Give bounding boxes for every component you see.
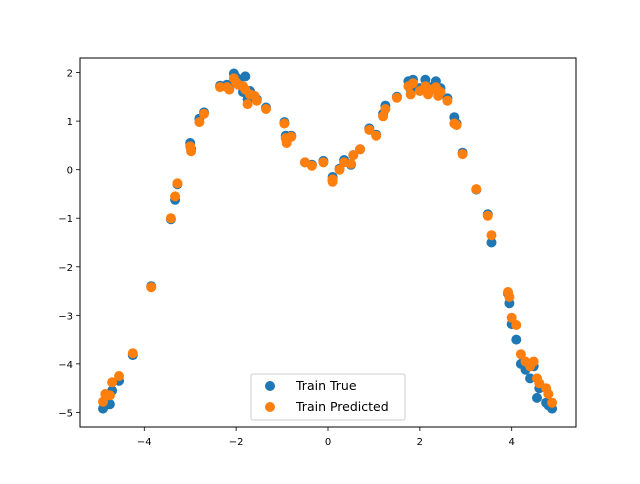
data-point-train-predicted-11 (186, 146, 197, 157)
data-point-train-predicted-25 (251, 95, 262, 106)
data-point-train-true-21 (240, 71, 251, 82)
data-point-train-predicted-0 (98, 396, 108, 407)
data-point-train-predicted-39 (348, 150, 359, 161)
y-tick-label: 2 (67, 69, 73, 80)
legend-marker-train-true (265, 381, 275, 391)
data-point-train-predicted-33 (318, 157, 329, 168)
data-point-train-predicted-55 (435, 87, 446, 97)
data-point-train-predicted-65 (506, 312, 517, 323)
x-tick-label: 0 (325, 437, 331, 448)
data-point-train-predicted-7 (165, 213, 176, 224)
data-point-train-true-71 (532, 392, 542, 403)
y-tick-label: −4 (58, 360, 73, 371)
data-point-train-predicted-9 (172, 178, 183, 189)
data-point-train-predicted-64 (504, 291, 515, 302)
data-point-train-predicted-62 (486, 230, 497, 241)
x-axis-ticks: −4 −2 0 2 4 (137, 427, 515, 448)
data-point-train-true-69 (525, 373, 536, 384)
data-point-train-predicted-30 (286, 131, 297, 142)
x-tick-label: 4 (509, 437, 515, 448)
data-point-train-predicted-32 (306, 160, 317, 171)
data-point-train-predicted-22 (242, 99, 253, 110)
points-layer (98, 68, 558, 414)
x-tick-label: 2 (417, 437, 423, 448)
data-point-train-predicted-67 (515, 349, 526, 360)
data-point-train-predicted-40 (355, 144, 366, 155)
data-point-train-predicted-3 (107, 377, 118, 388)
data-point-train-predicted-44 (380, 104, 391, 114)
data-point-train-predicted-13 (199, 108, 209, 119)
data-point-train-predicted-42 (371, 130, 382, 141)
data-point-train-predicted-12 (194, 117, 205, 128)
y-axis-ticks: −5 −4 −3 −2 −1 0 1 2 (58, 69, 80, 419)
data-point-train-predicted-26 (261, 104, 271, 114)
y-tick-label: −2 (58, 263, 73, 274)
data-point-train-true-62 (486, 237, 497, 248)
data-point-train-predicted-5 (127, 348, 138, 359)
data-point-train-predicted-74 (543, 389, 554, 399)
data-point-train-predicted-47 (405, 89, 416, 100)
data-point-train-predicted-36 (334, 164, 345, 175)
data-point-train-predicted-14 (215, 82, 226, 93)
data-point-train-predicted-75 (547, 397, 558, 408)
data-point-train-predicted-2 (104, 390, 115, 401)
y-tick-label: −3 (58, 311, 73, 322)
legend-box (250, 373, 406, 421)
data-point-train-predicted-38 (346, 158, 356, 169)
data-point-train-predicted-56 (442, 95, 453, 106)
data-point-train-predicted-41 (364, 124, 375, 135)
x-tick-label: −2 (229, 437, 244, 448)
data-point-train-predicted-48 (408, 78, 418, 89)
x-tick-label: −4 (137, 437, 152, 448)
data-point-train-predicted-6 (146, 282, 157, 293)
y-tick-label: −5 (58, 408, 73, 419)
data-point-train-predicted-66 (511, 320, 522, 330)
legend-label-train-predicted: Train Predicted (295, 399, 389, 414)
data-point-train-predicted-35 (327, 176, 338, 187)
y-tick-label: 1 (67, 117, 73, 128)
data-point-train-true-66 (511, 334, 522, 345)
data-point-train-predicted-60 (471, 184, 482, 195)
data-point-train-predicted-4 (114, 371, 124, 381)
data-point-train-predicted-70 (528, 356, 539, 367)
legend: Train True Train Predicted (250, 373, 406, 421)
legend-marker-train-predicted (265, 402, 275, 412)
legend-label-train-true: Train True (295, 378, 357, 393)
data-point-train-predicted-61 (482, 210, 493, 221)
data-point-train-predicted-59 (457, 149, 468, 160)
data-point-train-predicted-8 (170, 191, 181, 202)
y-tick-label: 0 (67, 166, 73, 177)
y-tick-label: −1 (58, 214, 73, 225)
data-point-train-predicted-27 (279, 118, 290, 129)
data-point-train-predicted-45 (391, 92, 402, 103)
data-point-train-predicted-16 (224, 84, 235, 95)
data-point-train-predicted-58 (451, 120, 462, 130)
